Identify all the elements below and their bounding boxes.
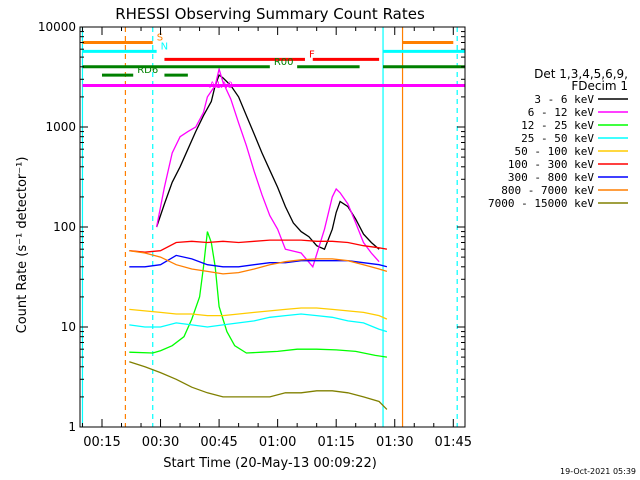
- flag-label: F: [309, 49, 315, 60]
- flag-label: N: [161, 41, 168, 52]
- series-line: [155, 66, 380, 269]
- legend-entry-label: 6 - 12 keV: [528, 106, 595, 119]
- x-tick-label: 01:15: [317, 435, 354, 450]
- legend-entry-label: 300 - 800 keV: [508, 171, 594, 184]
- chart-title: RHESSI Observing Summary Count Rates: [115, 5, 425, 23]
- attenuator-label: A0: [221, 81, 233, 91]
- y-tick-label: 1000: [45, 120, 76, 134]
- y-tick-label: 100: [53, 220, 76, 234]
- legend-header: Det 1,3,4,5,6,9,: [534, 67, 628, 81]
- legend-entry-label: 800 - 7000 keV: [501, 184, 594, 197]
- x-tick-label: 01:30: [376, 435, 413, 450]
- series-line: [155, 74, 380, 251]
- legend-entry-label: 50 - 100 keV: [515, 145, 595, 158]
- legend-entry-label: 7000 - 15000 keV: [488, 197, 594, 210]
- series-line: [129, 239, 388, 253]
- y-axis-label: Count Rate (s⁻¹ detector⁻¹): [15, 157, 30, 334]
- x-tick-label: 00:15: [83, 435, 120, 450]
- flag-label: R00: [274, 57, 294, 68]
- footer-timestamp: 19-Oct-2021 05:39: [560, 467, 636, 476]
- y-tick-label: 1: [68, 420, 76, 434]
- x-tick-label: 01:00: [259, 435, 296, 450]
- x-tick-label: 00:30: [142, 435, 179, 450]
- plot-area: SN F R00 RD6 A1 A0 1 10 100 1000 10000 00:15 00:30 00…: [38, 20, 472, 450]
- series-line: [129, 361, 388, 410]
- y-tick-label: 10000: [38, 20, 76, 34]
- attenuator-label: A1: [209, 81, 221, 91]
- y-tick-label: 10: [61, 320, 76, 334]
- x-tick-label: 00:45: [200, 435, 237, 450]
- series-line: [129, 307, 388, 320]
- legend-entry-label: 3 - 6 keV: [534, 93, 594, 106]
- series-line: [129, 250, 388, 275]
- flag-label: RD6: [137, 65, 158, 76]
- x-axis-label: Start Time (20-May-13 00:09:22): [163, 456, 377, 471]
- legend-header: FDecim 1: [571, 79, 628, 93]
- legend-entry-label: 100 - 300 keV: [508, 158, 594, 171]
- series-line: [129, 231, 387, 358]
- x-tick-label: 01:45: [435, 435, 472, 450]
- flag-label: S: [157, 32, 163, 43]
- legend-entry-label: 25 - 50 keV: [521, 132, 594, 145]
- legend-entry-label: 12 - 25 keV: [521, 119, 594, 132]
- series-line: [129, 313, 388, 333]
